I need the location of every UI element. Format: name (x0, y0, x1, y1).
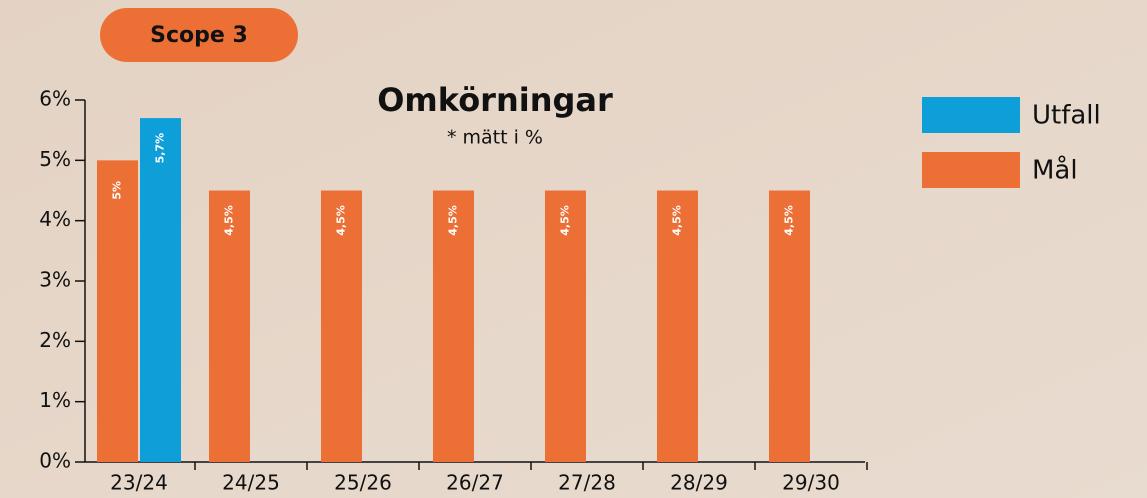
y-tick-label: 2% (39, 328, 71, 352)
bar (657, 190, 698, 462)
y-tick-label: 3% (39, 268, 71, 292)
x-tick-label: 24/25 (222, 471, 280, 495)
x-tick-label: 29/30 (782, 471, 840, 495)
y-tick-label: 6% (39, 87, 71, 111)
value-label: 4,5% (783, 205, 796, 236)
badge-text: Scope 3 (150, 23, 248, 48)
y-tick-label: 5% (39, 147, 71, 171)
bar (321, 190, 362, 462)
chart-title: Omkörningar (377, 81, 613, 119)
value-label: 4,5% (671, 205, 684, 236)
legend-swatch (922, 152, 1020, 188)
y-tick-label: 4% (39, 207, 71, 231)
chart-subtitle: * mätt i % (447, 127, 543, 149)
y-tick-label: 0% (39, 449, 71, 473)
value-label: 4,5% (223, 205, 236, 236)
y-tick-label: 1% (39, 388, 71, 412)
x-tick-label: 23/24 (110, 471, 168, 495)
x-tick-label: 28/29 (670, 471, 728, 495)
badge-pill (100, 8, 298, 62)
bar (209, 190, 250, 462)
bar (545, 190, 586, 462)
legend-label: Utfall (1032, 101, 1101, 131)
bar (769, 190, 810, 462)
legend-label: Mål (1032, 155, 1078, 186)
bar (140, 118, 181, 462)
x-tick-label: 27/28 (558, 471, 616, 495)
bar (433, 190, 474, 462)
legend-swatch (922, 97, 1020, 133)
value-label: 4,5% (335, 205, 348, 236)
value-label: 4,5% (559, 205, 572, 236)
value-label: 5% (111, 181, 124, 200)
x-tick-label: 26/27 (446, 471, 504, 495)
bar (97, 160, 138, 463)
x-tick-label: 25/26 (334, 471, 392, 495)
value-label: 4,5% (447, 205, 460, 236)
value-label: 5,7% (154, 133, 167, 164)
